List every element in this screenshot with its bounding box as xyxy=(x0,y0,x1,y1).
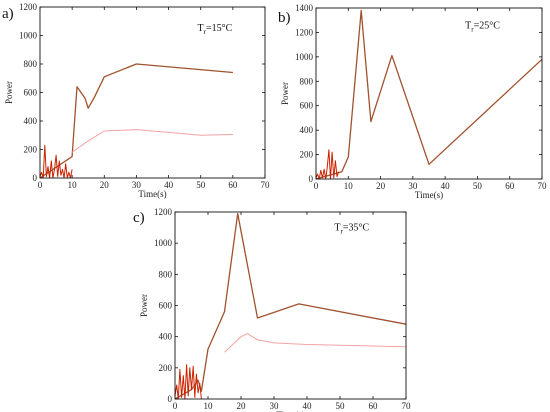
series-line xyxy=(224,333,407,353)
y-tick-label: 200 xyxy=(24,145,38,155)
series-line xyxy=(39,63,233,179)
panel-label: c) xyxy=(133,210,145,226)
x-tick-label: 0 xyxy=(173,401,178,411)
y-axis-label: Power xyxy=(139,294,149,317)
series-line xyxy=(174,364,202,400)
y-tick-label: 0 xyxy=(168,394,173,404)
plot-frame xyxy=(174,211,407,400)
y-axis-label: Power xyxy=(4,81,14,104)
series-line xyxy=(174,212,407,400)
chart-panel: 0 10 20 30 40 50 60 70 0 200 400 600 800 1000 1200 Time… xyxy=(133,207,411,412)
y-tick-label: 400 xyxy=(159,332,173,342)
y-tick-label: 600 xyxy=(24,88,38,98)
x-axis-label: Time(s) xyxy=(138,189,166,199)
x-tick-label: 60 xyxy=(505,181,515,191)
y-tick-label: 0 xyxy=(309,174,314,184)
x-tick-label: 70 xyxy=(402,401,412,411)
x-tick-label: 40 xyxy=(164,180,174,190)
y-axis-label: Power xyxy=(280,82,290,105)
x-tick-label: 30 xyxy=(270,401,280,411)
x-tick-label: 50 xyxy=(336,401,346,411)
chart-panel: 0 10 20 30 40 50 60 70 0 200 400 600 800 1000 1200 1400… xyxy=(278,3,547,200)
series-line xyxy=(39,144,73,179)
plot-frame xyxy=(315,7,543,180)
x-tick-label: 30 xyxy=(408,181,418,191)
temperature-annotation: Tr=15°C xyxy=(198,23,233,36)
y-tick-label: 600 xyxy=(300,101,314,111)
series-line xyxy=(71,129,233,153)
x-tick-label: 0 xyxy=(38,180,43,190)
x-tick-label: 30 xyxy=(132,180,142,190)
y-tick-label: 1400 xyxy=(295,3,314,13)
x-tick-label: 50 xyxy=(473,181,483,191)
panel-label: a) xyxy=(2,6,14,22)
x-tick-label: 40 xyxy=(441,181,451,191)
x-tick-label: 70 xyxy=(538,181,548,191)
y-tick-label: 400 xyxy=(300,125,314,135)
temperature-annotation: Tr=35°C xyxy=(334,223,369,236)
x-axis-label: Time(s) xyxy=(276,410,304,412)
y-tick-label: 400 xyxy=(24,116,38,126)
y-tick-label: 0 xyxy=(33,173,38,183)
x-tick-label: 20 xyxy=(376,181,386,191)
y-tick-label: 800 xyxy=(159,269,173,279)
x-tick-label: 10 xyxy=(344,181,354,191)
chart-panel: 0 10 20 30 40 50 60 70 0 200 400 600 800 1000 1200 Time… xyxy=(2,2,270,199)
temperature-annotation: Tr=25°C xyxy=(465,21,500,34)
y-tick-label: 1000 xyxy=(295,52,314,62)
x-tick-label: 0 xyxy=(314,181,319,191)
x-tick-label: 20 xyxy=(100,180,110,190)
series-line xyxy=(315,149,340,180)
y-tick-label: 200 xyxy=(159,363,173,373)
y-tick-label: 1200 xyxy=(154,207,173,217)
x-tick-label: 60 xyxy=(369,401,379,411)
series-line xyxy=(315,9,543,180)
y-tick-label: 800 xyxy=(300,76,314,86)
x-tick-label: 10 xyxy=(204,401,214,411)
y-tick-label: 600 xyxy=(159,301,173,311)
y-tick-label: 1200 xyxy=(295,27,314,37)
x-axis-label: Time(s) xyxy=(415,190,443,200)
x-tick-label: 50 xyxy=(196,180,206,190)
x-tick-label: 20 xyxy=(237,401,247,411)
x-tick-label: 60 xyxy=(228,180,238,190)
y-tick-label: 1000 xyxy=(154,238,173,248)
y-tick-label: 200 xyxy=(300,150,314,160)
x-tick-label: 40 xyxy=(303,401,313,411)
y-tick-label: 1000 xyxy=(19,31,38,41)
panel-label: b) xyxy=(278,10,291,26)
x-tick-label: 70 xyxy=(261,180,271,190)
y-tick-label: 800 xyxy=(24,59,38,69)
y-tick-label: 1200 xyxy=(19,2,38,12)
x-tick-label: 10 xyxy=(68,180,78,190)
